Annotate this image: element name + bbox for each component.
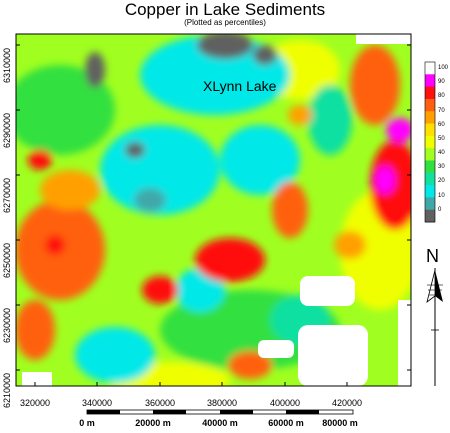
scale-label: 40000 m — [202, 418, 238, 428]
legend-swatch — [425, 197, 435, 211]
x-tick-label: 340000 — [81, 398, 113, 408]
legend-label: 100 — [438, 65, 449, 72]
legend-label: 0 — [438, 206, 442, 213]
legend-swatch — [425, 148, 435, 161]
north-arrow-icon — [426, 268, 443, 386]
legend-label: 60 — [438, 121, 445, 128]
legend-swatch — [425, 74, 435, 88]
scale-label: 20000 m — [135, 418, 171, 428]
legend-swatch — [425, 123, 435, 137]
x-tick-label: 380000 — [206, 398, 238, 408]
x-tick-label: 420000 — [331, 398, 363, 408]
scale-label: 0 m — [79, 418, 95, 428]
x-tick-label: 400000 — [269, 398, 301, 408]
legend-label: 40 — [438, 150, 445, 157]
y-tick-label: 6270000 — [2, 177, 12, 213]
legend-swatch — [425, 160, 435, 174]
legend-swatch — [425, 172, 435, 186]
legend-label: 10 — [438, 192, 445, 199]
legend-label: 90 — [438, 79, 445, 86]
y-tick-label: 6290000 — [2, 112, 12, 148]
north-label: N — [426, 246, 439, 266]
percentile-legend — [424, 61, 436, 223]
legend-swatch — [425, 98, 435, 112]
x-axis-ticks — [34, 382, 348, 386]
y-tick-label: 6250000 — [2, 242, 12, 278]
y-tick-label: 6310000 — [2, 47, 12, 83]
legend-label: 70 — [438, 107, 445, 114]
legend-swatch — [425, 209, 435, 223]
legend-swatch — [425, 135, 435, 149]
legend-label: 50 — [438, 135, 445, 142]
legend-label: 20 — [438, 178, 445, 185]
place-label-lynn-lake: XLynn Lake — [203, 78, 277, 94]
y-tick-label: 6230000 — [2, 307, 12, 343]
contour-field — [16, 34, 411, 386]
legend-swatch — [425, 62, 435, 75]
scale-bar — [86, 409, 354, 415]
legend-swatch — [425, 86, 435, 100]
map-subtitle: (Plotted as percentiles) — [184, 18, 266, 27]
map-title: Copper in Lake Sediments — [124, 0, 326, 19]
scale-label: 80000 m — [322, 418, 358, 428]
x-tick-label: 320000 — [19, 398, 51, 408]
legend-swatch — [425, 111, 435, 125]
legend-label: 80 — [438, 93, 445, 100]
y-axis-ticks — [16, 44, 411, 371]
x-tick-label: 360000 — [144, 398, 176, 408]
legend-swatch — [425, 185, 435, 198]
scale-label: 60000 m — [268, 418, 304, 428]
no-data-areas — [22, 34, 411, 386]
y-tick-label: 6210000 — [2, 372, 12, 408]
legend-label: 30 — [438, 164, 445, 171]
